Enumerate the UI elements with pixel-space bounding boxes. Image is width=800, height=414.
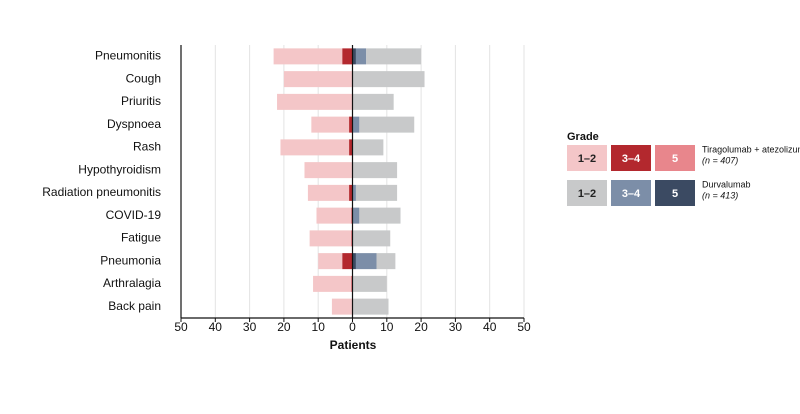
x-axis-label: Patients: [330, 338, 377, 352]
legend-swatch: [611, 145, 651, 171]
bar-segment: [309, 230, 351, 247]
x-tick-label: 40: [483, 320, 497, 334]
x-tick-label: 50: [517, 320, 531, 334]
category-label: Pneumonitis: [95, 49, 161, 63]
bar-segment: [350, 207, 353, 224]
legend-title: Grade: [567, 131, 599, 143]
legend-swatch: [655, 145, 695, 171]
bar-segment: [352, 116, 360, 133]
bar-segment: [352, 139, 384, 156]
category-label: Rash: [133, 140, 161, 154]
x-tick-label: 30: [243, 320, 257, 334]
x-tick-label: 10: [380, 320, 394, 334]
category-label: Arthralagia: [103, 276, 161, 290]
bar-segment: [352, 184, 356, 201]
legend-swatch: [655, 180, 695, 206]
bar-segment: [342, 253, 353, 270]
legend-label: 3–4: [622, 153, 641, 165]
bar-segment: [342, 48, 353, 65]
bar-segment: [349, 116, 353, 133]
category-label: Fatigue: [121, 231, 161, 245]
bar-segment: [352, 298, 389, 315]
legend-label: 1–2: [578, 153, 596, 165]
x-tick-label: 0: [349, 320, 356, 334]
bar-segment: [352, 71, 425, 88]
category-label: Cough: [126, 71, 161, 85]
bar-segment: [352, 48, 356, 65]
bar-segment: [349, 184, 353, 201]
legend-swatch: [611, 180, 651, 206]
bar-segment: [350, 230, 353, 247]
category-label: Hypothyroidism: [78, 162, 161, 176]
category-label: Radiation pneumonitis: [42, 185, 161, 199]
legend-swatch: [567, 180, 607, 206]
bar-segment: [355, 253, 377, 270]
bar-segment: [318, 253, 343, 270]
x-tick-label: 20: [277, 320, 291, 334]
bar-segment: [355, 48, 367, 65]
bar-segment: [366, 48, 422, 65]
bar-segment: [283, 71, 353, 88]
legend-label: 1–2: [578, 188, 596, 200]
legend-group-name: Durvalumab: [702, 179, 751, 189]
x-tick-label: 10: [312, 320, 326, 334]
bar-segment: [331, 298, 353, 315]
bar-segment: [352, 230, 391, 247]
bar-segment: [273, 48, 343, 65]
bar-segment: [352, 207, 360, 224]
x-tick-label: 20: [414, 320, 428, 334]
category-label: Pneumonia: [100, 253, 161, 267]
legend-label: 3–4: [622, 188, 641, 200]
bar-segment: [359, 116, 415, 133]
bar-segment: [280, 139, 350, 156]
bar-segment: [311, 116, 350, 133]
bar-segment: [307, 184, 350, 201]
bar-segment: [355, 184, 398, 201]
category-label: Back pain: [108, 299, 161, 313]
bar-segment: [352, 275, 387, 292]
legend-group-name: Tiragolumab + atezolizumab: [702, 144, 800, 154]
legend-swatch: [567, 145, 607, 171]
bar-segment: [349, 139, 353, 156]
legend-group-note: (n = 413): [702, 190, 738, 200]
legend-label: 5: [672, 153, 678, 165]
x-tick-label: 30: [449, 320, 463, 334]
bar-segment: [359, 207, 401, 224]
category-label: Priuritis: [121, 94, 161, 108]
bar-segment: [350, 275, 353, 292]
legend-label: 5: [672, 188, 678, 200]
bar-segment: [352, 93, 394, 110]
bar-segment: [316, 207, 351, 224]
legend-group-note: (n = 407): [702, 155, 738, 165]
bar-segment: [277, 93, 353, 110]
bar-segment: [304, 162, 353, 179]
category-label: COVID-19: [106, 208, 162, 222]
bar-segment: [313, 275, 351, 292]
bar-segment: [352, 162, 398, 179]
x-tick-label: 40: [209, 320, 223, 334]
category-label: Dyspnoea: [107, 117, 161, 131]
bar-segment: [352, 253, 356, 270]
x-tick-label: 50: [174, 320, 188, 334]
bar-segment: [376, 253, 396, 270]
